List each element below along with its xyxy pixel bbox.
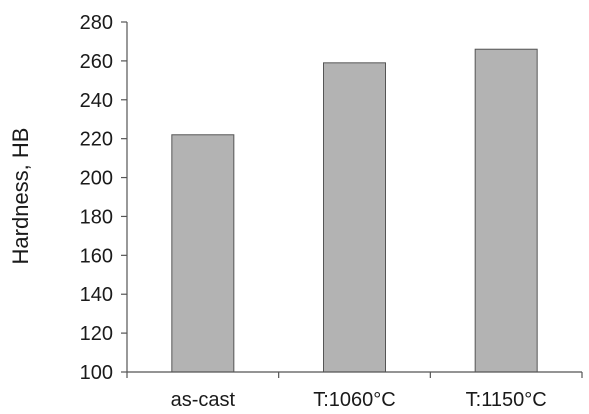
- y-tick-label: 280: [80, 12, 113, 34]
- bars: [171, 48, 538, 373]
- x-tick-label: T:1150°C: [466, 389, 547, 411]
- y-tick-label: 200: [80, 168, 113, 190]
- y-axis-title: Hardness, HB: [8, 128, 33, 265]
- y-tick-label: 120: [80, 323, 113, 345]
- y-tick-label: 100: [80, 362, 113, 384]
- x-tick-label: T:1060°C: [313, 389, 396, 411]
- y-tick-label: 260: [80, 51, 113, 73]
- y-axis-ticks: 100 120 140 160 180 200 220 240 260 280: [80, 12, 127, 384]
- y-tick-label: 180: [80, 206, 113, 228]
- y-tick-label: 240: [80, 90, 113, 112]
- y-tick-label: 160: [80, 245, 113, 267]
- bar: [323, 62, 386, 373]
- y-tick-label: 140: [80, 284, 113, 306]
- x-axis-labels: as-cast T:1060°C T:1150°C: [126, 372, 583, 411]
- x-tick-label: as-cast: [171, 389, 236, 411]
- bar: [171, 134, 235, 373]
- y-tick-label: 220: [80, 129, 113, 151]
- bar: [474, 48, 538, 373]
